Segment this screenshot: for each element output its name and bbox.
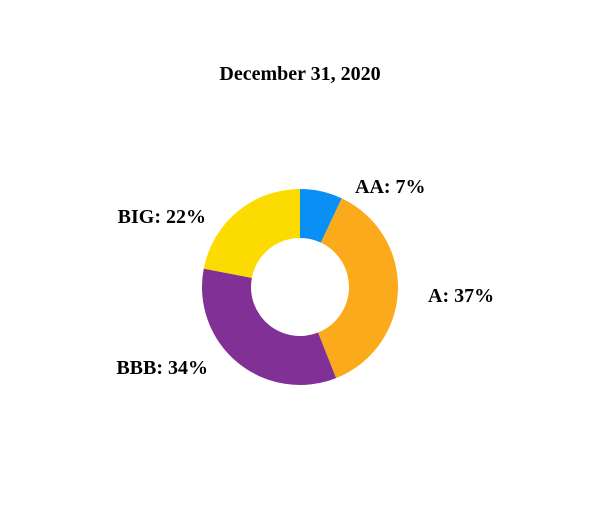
slice-aa bbox=[300, 189, 342, 243]
slice-labels: AA: 7% A: 37% BBB: 34% BIG: 22% bbox=[116, 176, 494, 379]
slice-label-bbb: BBB: 34% bbox=[116, 357, 208, 379]
slice-label-a: A: 37% bbox=[428, 285, 494, 307]
slice-label-big: BIG: 22% bbox=[118, 206, 206, 228]
slice-big bbox=[203, 189, 300, 278]
donut-slices bbox=[202, 189, 398, 385]
slice-bbb bbox=[202, 268, 337, 385]
slice-a bbox=[318, 198, 398, 379]
chart-title: December 31, 2020 bbox=[219, 63, 380, 85]
slice-label-aa: AA: 7% bbox=[355, 176, 426, 198]
